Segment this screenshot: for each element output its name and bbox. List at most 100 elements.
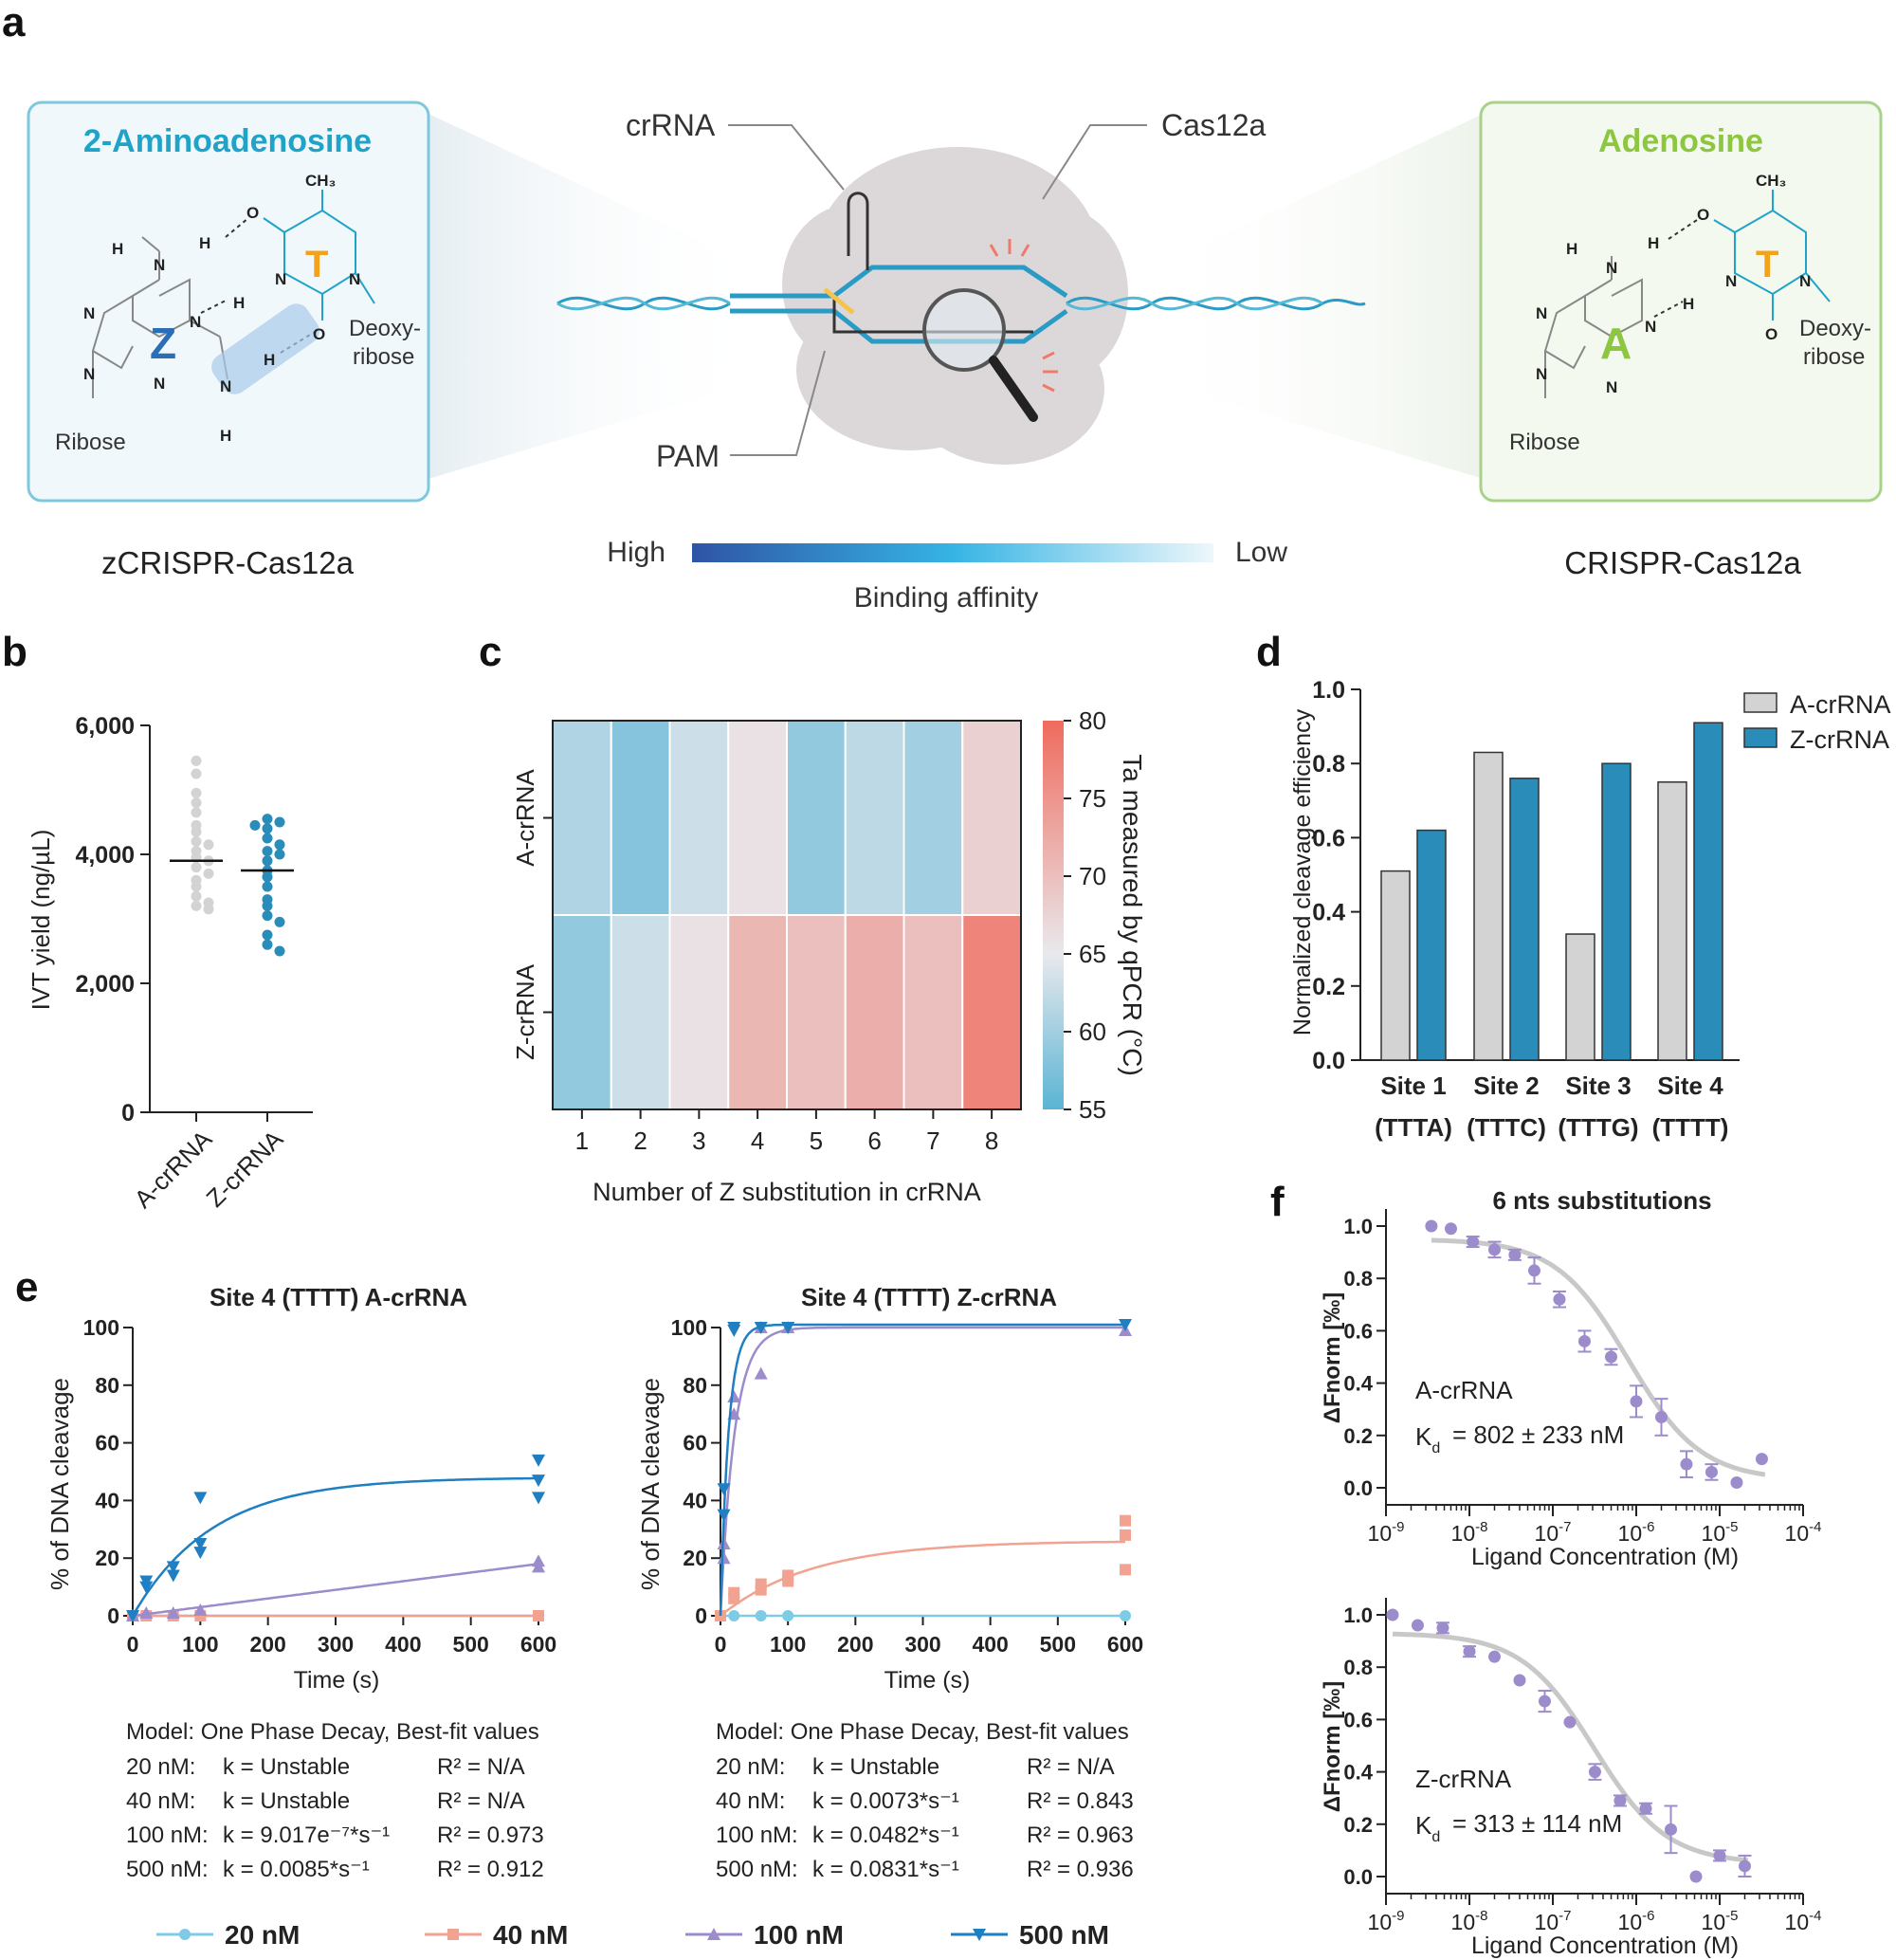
c-xtick-label: 6: [867, 1127, 881, 1155]
f-data-point: [1577, 1334, 1591, 1347]
f-bottom-sample: Z-crRNA: [1415, 1765, 1512, 1793]
e-data-point: [166, 1569, 180, 1583]
f-ytick-label: 1.0: [1343, 1603, 1373, 1627]
e-data-point: [532, 1475, 545, 1488]
f-xtick-label: 10-7: [1535, 1519, 1572, 1546]
f-data-point: [1680, 1457, 1693, 1471]
f-xtick-label: 10-9: [1368, 1908, 1405, 1934]
e-data-point: [126, 1610, 139, 1622]
svg-text:N: N: [1645, 318, 1656, 336]
e-model-r2: R² = N/A: [437, 1754, 525, 1780]
e-model-conc: 100 nM:: [126, 1823, 209, 1848]
f-xtick-label: 10-5: [1702, 1908, 1739, 1934]
left-atom-labels: CH₃ H N H O N H N N N N N O H N H: [83, 172, 360, 445]
f-data-point: [1730, 1475, 1743, 1489]
e-ytick-label: 60: [683, 1431, 707, 1456]
b-data-point: [191, 755, 202, 766]
f-ytick-label: 0.4: [1343, 1372, 1373, 1396]
b-data-point: [274, 916, 285, 927]
b-data-point: [274, 945, 285, 957]
d-xtick-sublabel: (TTTC): [1467, 1113, 1546, 1142]
e-ytick-label: 20: [683, 1546, 707, 1570]
e-model-conc: 100 nM:: [716, 1823, 798, 1848]
svg-text:H: H: [112, 240, 123, 258]
e-data-point: [1120, 1514, 1131, 1527]
right-box-title: Adenosine: [1598, 123, 1763, 159]
f-top-sample: A-crRNA: [1415, 1376, 1513, 1404]
affinity-gradient-bar: [692, 543, 1213, 562]
f-xtick-label: 10-4: [1785, 1908, 1822, 1934]
svg-text:N: N: [1606, 259, 1617, 277]
svg-text:H: H: [1566, 240, 1577, 258]
e-xtick-label: 200: [837, 1632, 873, 1657]
panel-a-schematic: 2-Aminoadenosine CH₃ H N H: [27, 101, 1883, 614]
affinity-high: High: [607, 537, 665, 568]
svg-text:Kd: Kd: [1415, 1811, 1440, 1845]
f-ytick-label: 0.6: [1343, 1708, 1373, 1731]
e-ytick-label: 40: [683, 1488, 707, 1512]
d-xtick-label: Site 2: [1473, 1072, 1539, 1100]
e-data-point: [532, 1454, 545, 1467]
d-xtick-sublabel: (TTTA): [1375, 1113, 1452, 1142]
e-model-r2: R² = 0.973: [437, 1823, 544, 1848]
e-right-title: Site 4 (TTTT) Z-crRNA: [801, 1283, 1057, 1311]
left-molecule-box: [27, 101, 430, 503]
magnifier-icon: [922, 288, 1038, 422]
e-model-conc: 20 nM:: [126, 1754, 195, 1780]
svg-text:N: N: [1536, 365, 1547, 383]
f-data-point: [1665, 1823, 1678, 1836]
f-top-xlabel: Ligand Concentration (M): [1471, 1544, 1739, 1570]
d-bar: [1657, 781, 1687, 1061]
e-ytick-label: 0: [107, 1603, 119, 1628]
e-ytick-label: 80: [95, 1373, 119, 1398]
d-bar: [1416, 829, 1447, 1061]
b-data-point: [191, 787, 202, 798]
svg-text:N: N: [154, 375, 165, 393]
e-data-point: [139, 1575, 154, 1588]
f-xtick-label: 10-9: [1368, 1519, 1405, 1546]
right-atom-labels: CH₃ H N H O N H N N N N N O: [1536, 172, 1811, 396]
svg-text:H: H: [233, 294, 245, 312]
b-data-point: [191, 881, 202, 892]
e-xtick-label: 100: [770, 1632, 806, 1657]
e-left-ylabel: % of DNA cleavage: [46, 1378, 74, 1590]
d-bar: [1473, 751, 1504, 1061]
b-data-point: [274, 849, 285, 860]
b-data-point: [262, 871, 273, 883]
colorbar-tick-label: 70: [1079, 862, 1106, 890]
heatmap-cell: [610, 720, 671, 916]
c-xlabel: Number of Z substitution in crRNA: [592, 1178, 981, 1206]
b-data-point: [262, 833, 273, 844]
f-data-point: [1654, 1410, 1668, 1423]
b-data-point: [262, 939, 273, 950]
svg-text:N: N: [83, 304, 95, 322]
f-data-point: [1487, 1243, 1501, 1256]
panel-label-d: d: [1256, 629, 1282, 675]
d-xtick-sublabel: (TTTT): [1652, 1113, 1729, 1142]
e-ytick-label: 80: [683, 1373, 707, 1398]
f-data-point: [1689, 1870, 1703, 1883]
legend-swatch-z: [1743, 727, 1778, 748]
callout-lines: [728, 124, 1147, 456]
f-data-point: [1527, 1264, 1540, 1277]
e-data-point: [1120, 1564, 1131, 1576]
e-model-title: Model: One Phase Decay, Best-fit values: [716, 1719, 1129, 1745]
e-model-conc: 20 nM:: [716, 1754, 785, 1780]
heatmap-cell: [844, 914, 905, 1110]
svg-text:H: H: [1648, 234, 1659, 252]
svg-text:= 802 ± 233 nM: = 802 ± 233 nM: [1452, 1420, 1624, 1449]
e-legend-marker: [179, 1929, 191, 1940]
e-right-xlabel: Time (s): [884, 1667, 971, 1694]
f-data-point: [1425, 1219, 1438, 1233]
d-ytick-label: 0.8: [1312, 751, 1345, 778]
e-legend-label: 20 nM: [225, 1920, 300, 1950]
heatmap-cell: [844, 720, 905, 916]
svg-text:N: N: [349, 270, 360, 288]
svg-text:H: H: [264, 351, 275, 369]
panel-label-f: f: [1270, 1179, 1285, 1225]
d-bar: [1565, 933, 1595, 1061]
left-box-title: 2-Aminoadenosine: [83, 123, 372, 159]
c-xtick-label: 3: [692, 1127, 705, 1155]
dna-duplex: [556, 192, 1366, 344]
colorbar-tick-label: 60: [1079, 1017, 1106, 1046]
